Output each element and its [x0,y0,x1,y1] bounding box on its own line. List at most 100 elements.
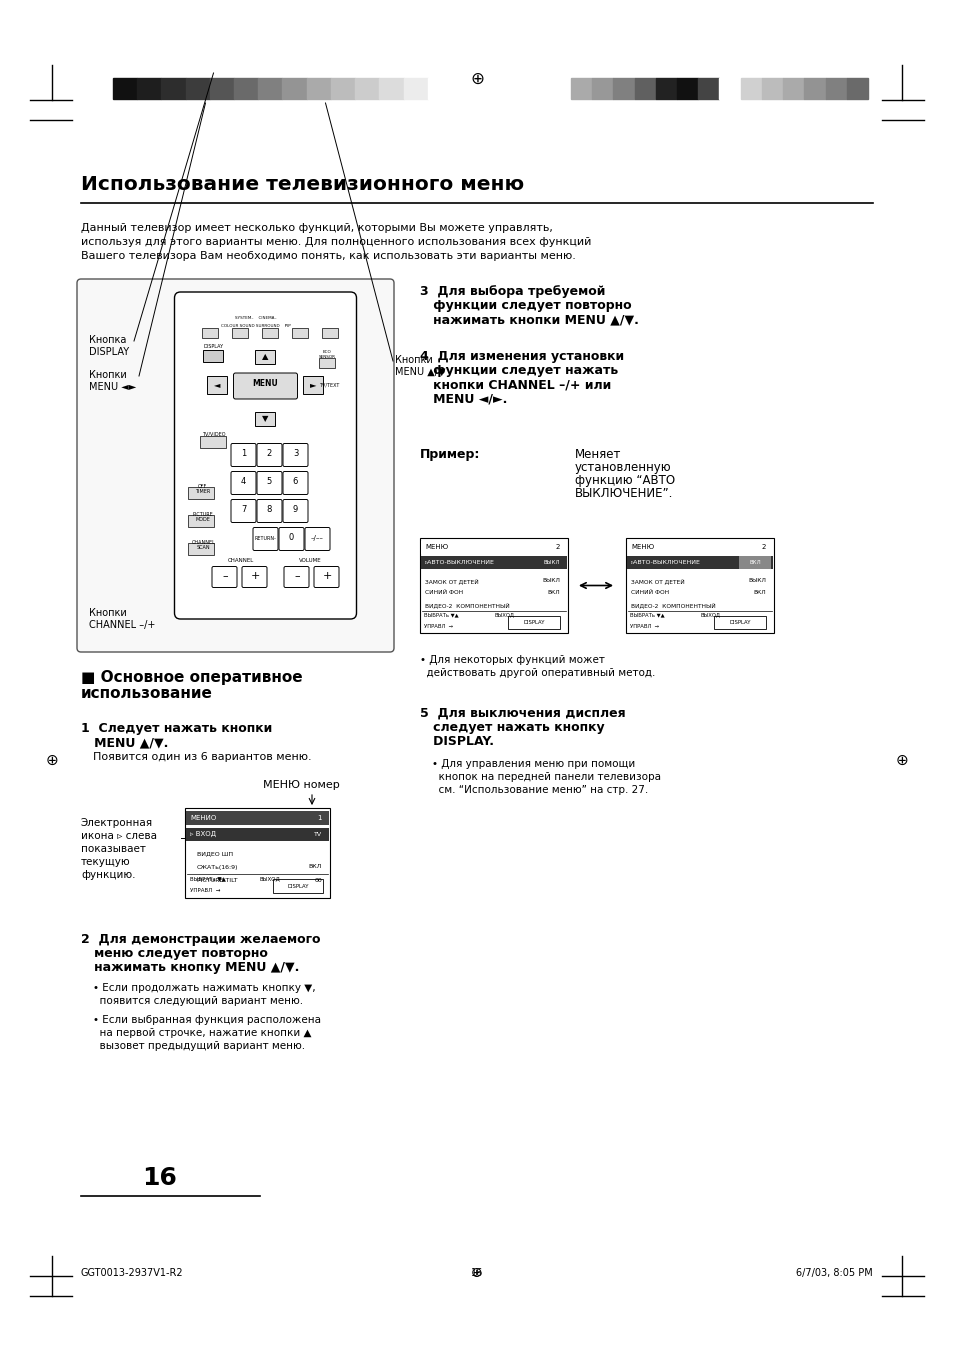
Text: TV/TEXT: TV/TEXT [319,382,339,388]
Bar [186,78,210,99]
Text: появится следующий вариант меню.: появится следующий вариант меню. [92,996,303,1006]
Bar [677,78,698,99]
Bar [419,538,567,634]
Text: функцию.: функцию. [81,870,135,880]
Text: ВЫБРАТь ▼▲: ВЫБРАТь ▼▲ [423,612,458,617]
Text: кнопок на передней панели телевизора: кнопок на передней панели телевизора [432,771,660,782]
Text: действовать другой оперативный метод.: действовать другой оперативный метод. [419,667,655,678]
Text: TV: TV [314,831,322,836]
Text: • Если продолжать нажимать кнопку ▼,: • Если продолжать нажимать кнопку ▼, [92,984,315,993]
FancyBboxPatch shape [284,566,309,588]
Bar [189,486,214,499]
FancyBboxPatch shape [283,443,308,466]
Text: –: – [294,571,300,581]
Text: SYSTEM–    CINEMA–: SYSTEM– CINEMA– [234,316,276,320]
Text: Электронная: Электронная [81,817,153,828]
Text: DISPLAY: DISPLAY [522,620,544,624]
Text: PICTURE
MODE: PICTURE MODE [192,512,213,523]
Text: MENU: MENU [253,380,278,389]
FancyBboxPatch shape [231,500,255,523]
Text: DISPLAY: DISPLAY [728,620,750,624]
Text: 3: 3 [293,450,298,458]
Bar [185,808,330,898]
Bar [507,616,559,630]
Text: MENU ▲/▼: MENU ▲/▼ [395,367,445,377]
Text: текущую: текущую [81,857,131,867]
Bar [803,78,824,99]
Text: 2: 2 [267,450,272,458]
Bar [379,78,403,99]
Text: УПРАВЛ  →: УПРАВЛ → [629,624,659,630]
FancyBboxPatch shape [283,500,308,523]
Bar [255,350,275,363]
Bar [613,78,634,99]
FancyBboxPatch shape [231,443,255,466]
Text: ВИДЕО-2  КОМПОНЕНТНЫЙ: ВИДЕО-2 КОМПОНЕНТНЫЙ [424,603,509,608]
Text: 2: 2 [760,544,765,550]
Text: 6/7/03, 8:05 PM: 6/7/03, 8:05 PM [796,1269,872,1278]
Bar [262,328,278,338]
Text: PICTURE TILT: PICTURE TILT [196,878,237,882]
Bar [161,78,186,99]
FancyBboxPatch shape [256,471,282,494]
Text: ВЫБРАТь ▼▲: ВЫБРАТь ▼▲ [629,612,664,617]
FancyBboxPatch shape [233,373,297,399]
Text: ⊕: ⊕ [895,753,907,767]
Text: ▲: ▲ [262,353,269,362]
Bar [255,412,275,426]
Bar [634,78,655,99]
Bar [739,557,770,569]
Bar [307,78,331,99]
Text: 4  Для изменения установки: 4 Для изменения установки [419,350,623,363]
Bar [626,557,772,569]
Text: DISPLAY: DISPLAY [89,347,129,357]
Bar [186,811,329,825]
Text: • Если выбранная функция расположена: • Если выбранная функция расположена [92,1015,320,1025]
Text: ВКЛ: ВКЛ [547,590,559,596]
FancyBboxPatch shape [242,566,267,588]
Text: функции следует нажать: функции следует нажать [419,363,618,377]
FancyBboxPatch shape [256,443,282,466]
Bar [303,376,323,394]
Text: ЗАМОК ОТ ДЕТЕЙ: ЗАМОК ОТ ДЕТЕЙ [630,578,684,584]
Text: ВЫКЛ: ВЫКЛ [541,578,559,584]
Text: ВЫКЛЮЧЕНИЕ”.: ВЫКЛЮЧЕНИЕ”. [575,486,673,500]
Text: 5  Для выключения дисплея: 5 Для выключения дисплея [419,707,625,720]
FancyBboxPatch shape [278,527,304,550]
Bar [331,78,355,99]
FancyBboxPatch shape [231,471,255,494]
Text: ⊕: ⊕ [470,70,483,88]
Text: 00: 00 [314,878,322,882]
Bar [293,328,308,338]
Text: СИНИЙ ФОН: СИНИЙ ФОН [630,590,668,596]
Text: Кнопки: Кнопки [89,608,127,617]
Text: –: – [222,571,228,581]
FancyBboxPatch shape [256,500,282,523]
Text: Кнопка: Кнопка [89,335,126,345]
Bar [322,328,338,338]
Text: ВКЛ: ВКЛ [748,559,760,565]
Bar [420,540,566,554]
Text: TV/VIDEO: TV/VIDEO [201,431,225,436]
FancyBboxPatch shape [314,566,338,588]
Text: ВЫБРАТь ▼▲: ВЫБРАТь ▼▲ [190,875,226,881]
Bar [189,543,214,555]
Text: • Для некоторых функций может: • Для некоторых функций может [419,655,604,665]
Text: CHANNEL –/+: CHANNEL –/+ [89,620,155,630]
Text: RETURN-: RETURN- [254,535,276,540]
Text: MENU ▲/▼.: MENU ▲/▼. [81,736,168,748]
Text: GGT0013-2937V1-R2: GGT0013-2937V1-R2 [81,1269,183,1278]
Text: 8: 8 [267,505,272,515]
Text: MENU ◄►: MENU ◄► [89,382,136,392]
Text: МЕНЮ номер: МЕНЮ номер [263,780,339,790]
Text: меню следует повторно: меню следует повторно [81,947,268,961]
Text: ВЫХОД: ВЫХОД [700,612,720,617]
Text: ⊕: ⊕ [46,753,58,767]
Text: ВЫХОД: ВЫХОД [260,875,280,881]
Bar [420,557,566,569]
Bar [761,78,782,99]
Text: использование: использование [81,686,213,701]
Text: установленную: установленную [575,461,671,474]
Text: VOLUME: VOLUME [299,558,321,563]
Text: функции следует повторно: функции следует повторно [419,299,631,312]
